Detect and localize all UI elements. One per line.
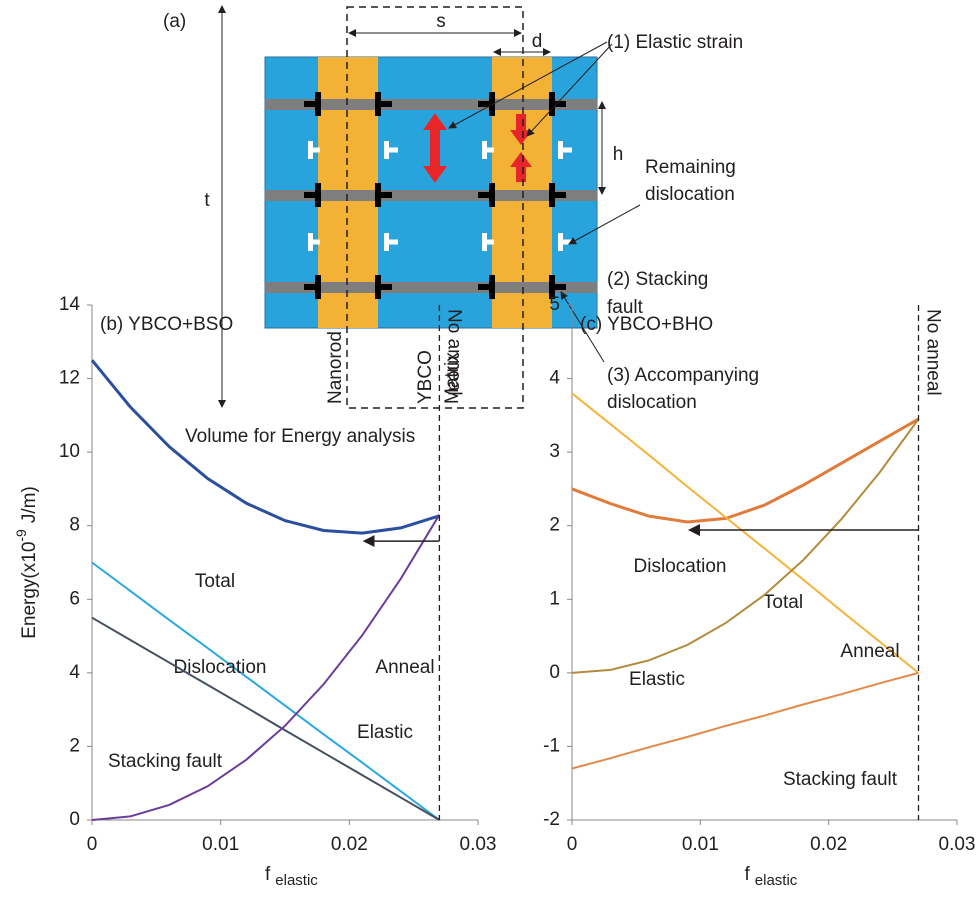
- annotation: Anneal: [375, 657, 434, 678]
- chart-title: (c) YBCO+BHO: [580, 314, 713, 335]
- dislocation: [478, 284, 492, 290]
- y-tick-label: 2: [549, 515, 560, 536]
- remaining-dislocation: [308, 148, 320, 153]
- y-tick-label: 10: [59, 441, 80, 462]
- series-label: Dislocation: [174, 657, 267, 678]
- y-tick-label: -2: [543, 809, 560, 830]
- x-tick-label: 0: [567, 834, 578, 855]
- series-line: [572, 393, 919, 673]
- chart-title: (b) YBCO+BSO: [100, 314, 233, 335]
- dislocation: [478, 192, 492, 198]
- x-tick-label: 0.01: [682, 834, 719, 855]
- y-axis-label: Energy(x10-9 J/m): [13, 486, 40, 639]
- remaining-dislocation: [308, 240, 320, 245]
- series-label: Dislocation: [634, 556, 727, 577]
- y-tick-label: 2: [69, 735, 80, 756]
- caption: Volume for Energy analysis: [185, 426, 415, 447]
- callout: (1) Elastic strain: [607, 32, 743, 53]
- y-tick-label: -1: [543, 735, 560, 756]
- dislocation: [552, 192, 566, 198]
- y-tick-label: 0: [69, 809, 80, 830]
- x-axis-label-sub: elastic: [755, 872, 798, 889]
- series-line: [572, 673, 919, 769]
- series-label: Elastic: [357, 722, 413, 743]
- y-tick-label: 8: [69, 515, 80, 536]
- y-tick-label: 0: [549, 662, 560, 683]
- series-line: [92, 563, 439, 821]
- region-label: Nanorod: [325, 331, 346, 404]
- series-label: Total: [763, 592, 803, 613]
- y-tick-label: 3: [549, 441, 560, 462]
- callout: Remaining: [645, 157, 736, 178]
- callout: (2) Stacking: [607, 269, 708, 290]
- series-label: Total: [195, 571, 235, 592]
- dislocation: [304, 192, 318, 198]
- y-tick-label: 6: [69, 588, 80, 609]
- dimension-label: t: [204, 190, 210, 211]
- dislocation: [378, 192, 392, 198]
- dimension-label: s: [436, 11, 446, 32]
- y-tick-label: 1: [549, 588, 560, 609]
- annotation: Anneal: [840, 641, 899, 662]
- y-axis-label-unit: J/m): [19, 486, 40, 523]
- x-axis-label-main: f: [745, 864, 751, 885]
- series-line: [92, 618, 439, 820]
- x-tick-label: 0.03: [939, 834, 976, 855]
- series-label: Stacking fault: [783, 769, 898, 790]
- x-tick-label: 0.02: [810, 834, 847, 855]
- x-tick-label: 0: [87, 834, 98, 855]
- dislocation: [378, 284, 392, 290]
- annotation: No anneal: [443, 309, 464, 396]
- y-tick-label: 12: [59, 368, 80, 389]
- y-tick-label: 5: [549, 294, 560, 315]
- x-axis-label-main: f: [265, 864, 271, 885]
- callout: (3) Accompanying: [607, 365, 759, 386]
- remaining-dislocation: [560, 148, 572, 153]
- annotation: No anneal: [922, 309, 943, 396]
- dimension-label: d: [532, 31, 543, 52]
- series-line: [572, 419, 919, 673]
- y-tick-label: 4: [549, 368, 560, 389]
- panel-label: (a): [163, 11, 186, 32]
- y-axis-label-sup: -9: [13, 529, 29, 542]
- callout: dislocation: [645, 184, 735, 205]
- x-tick-label: 0.03: [460, 834, 497, 855]
- callout: dislocation: [607, 392, 697, 413]
- series-label: Stacking fault: [108, 751, 223, 772]
- region-label: YBCO: [415, 350, 436, 404]
- remaining-dislocation: [482, 148, 494, 153]
- dislocation: [552, 284, 566, 290]
- dimension-label: h: [613, 144, 624, 165]
- remaining-dislocation: [482, 240, 494, 245]
- x-tick-label: 0.01: [202, 834, 239, 855]
- dislocation: [304, 284, 318, 290]
- y-tick-label: 4: [69, 662, 80, 683]
- dislocation: [304, 101, 318, 107]
- figure: (a) s d h t (1) Elastic strain Remaining…: [0, 0, 978, 898]
- remaining-dislocation: [386, 240, 398, 245]
- y-tick-label: 14: [59, 294, 81, 315]
- remaining-dislocation: [386, 148, 398, 153]
- dislocation: [378, 101, 392, 107]
- series-label: Elastic: [629, 669, 685, 690]
- x-axis-label-sub: elastic: [275, 872, 318, 889]
- y-axis-label-main: Energy(x10: [19, 542, 40, 639]
- x-tick-label: 0.02: [331, 834, 368, 855]
